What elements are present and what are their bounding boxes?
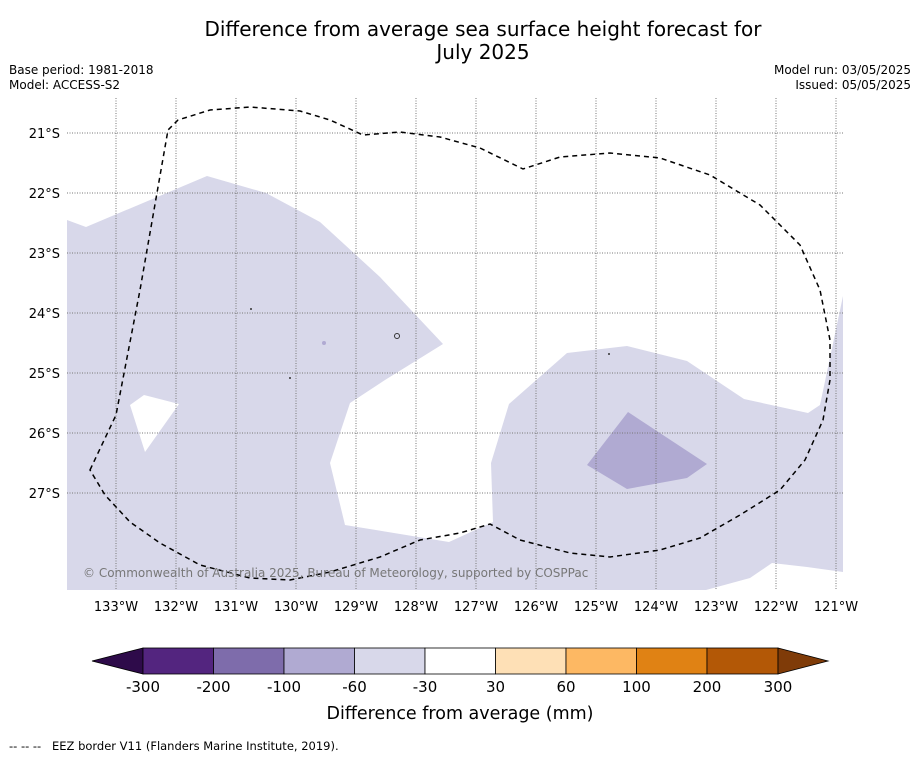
- colorbar-extend-high: [777, 647, 830, 675]
- lon-label: 129°W: [334, 600, 378, 615]
- model-name: Model: ACCESS-S2: [9, 78, 121, 92]
- model-run: Model run: 03/05/2025: [773, 63, 911, 77]
- colorbar-segment: [283, 647, 355, 675]
- lon-label: 128°W: [394, 600, 438, 615]
- colorbar-tick: -200: [196, 678, 230, 696]
- lon-label: 127°W: [454, 600, 498, 615]
- meta-left: Base period: 1981-2018 Model: ACCESS-S2: [9, 63, 154, 93]
- colorbar-segment: [424, 647, 496, 675]
- lon-label: 130°W: [274, 600, 318, 615]
- small-contour-dot: [394, 333, 400, 339]
- colorbar-tick: 200: [693, 678, 722, 696]
- gridlines: [67, 98, 843, 590]
- colorbar-tick: 60: [556, 678, 575, 696]
- latitude-labels: 21°S 22°S 23°S 24°S 25°S 26°S 27°S: [29, 127, 60, 502]
- footer-legend-text: EEZ border V11 (Flanders Marine Institut…: [52, 739, 339, 753]
- longitude-labels: 133°W 132°W 131°W 130°W 129°W 128°W 127°…: [94, 600, 858, 615]
- lon-label: 124°W: [634, 600, 678, 615]
- lat-label: 27°S: [29, 487, 60, 502]
- contour-fill-medium: [587, 412, 707, 489]
- footer-legend-symbol: -- -- --: [9, 739, 41, 753]
- colorbar-tick-labels: -300 -200 -100 -60 -30 30 60 100 200 300: [126, 678, 792, 696]
- colorbar-title: Difference from average (mm): [326, 704, 593, 724]
- issued-date: Issued: 05/05/2025: [795, 78, 911, 92]
- colorbar-tick: -30: [413, 678, 438, 696]
- lat-label: 23°S: [29, 247, 60, 262]
- lon-label: 121°W: [814, 600, 858, 615]
- lat-label: 25°S: [29, 367, 60, 382]
- colorbar-segment: [706, 647, 779, 675]
- lon-label: 123°W: [694, 600, 738, 615]
- colorbar-tick: 100: [622, 678, 651, 696]
- small-contour-dot: [322, 341, 326, 345]
- lon-label: 133°W: [94, 600, 138, 615]
- map-title: Difference from average sea surface heig…: [0, 18, 919, 64]
- lat-label: 21°S: [29, 127, 60, 142]
- lon-label: 131°W: [214, 600, 258, 615]
- colorbar-tick: -60: [342, 678, 367, 696]
- small-contour-dot: [250, 308, 252, 310]
- small-contour-dot: [608, 353, 610, 355]
- small-contour-dot: [289, 377, 291, 379]
- lat-label: 24°S: [29, 307, 60, 322]
- colorbar-segment: [354, 647, 426, 675]
- colorbar-segment: [142, 647, 214, 675]
- colorbar-extend-low: [91, 647, 144, 675]
- colorbar: [91, 647, 830, 675]
- lat-label: 26°S: [29, 427, 60, 442]
- colorbar-tick: 300: [764, 678, 793, 696]
- colorbar-segment: [565, 647, 637, 675]
- map-area: [67, 176, 843, 590]
- title-line-1: Difference from average sea surface heig…: [204, 17, 762, 41]
- lon-label: 126°W: [514, 600, 558, 615]
- colorbar-tick: -300: [126, 678, 160, 696]
- colorbar-segment: [213, 647, 285, 675]
- lon-label: 132°W: [154, 600, 198, 615]
- meta-right: Model run: 03/05/2025 Issued: 05/05/2025: [774, 63, 911, 93]
- colorbar-segment: [495, 647, 567, 675]
- lon-label: 122°W: [754, 600, 798, 615]
- colorbar-tick: -100: [267, 678, 301, 696]
- title-line-2: July 2025: [436, 40, 530, 64]
- lat-label: 22°S: [29, 187, 60, 202]
- copyright-notice: © Commonwealth of Australia 2025, Bureau…: [83, 566, 588, 580]
- contour-fill-light: [67, 176, 843, 590]
- lon-label: 125°W: [574, 600, 618, 615]
- colorbar-tick: 30: [486, 678, 505, 696]
- base-period: Base period: 1981-2018: [9, 63, 154, 77]
- colorbar-segment: [636, 647, 708, 675]
